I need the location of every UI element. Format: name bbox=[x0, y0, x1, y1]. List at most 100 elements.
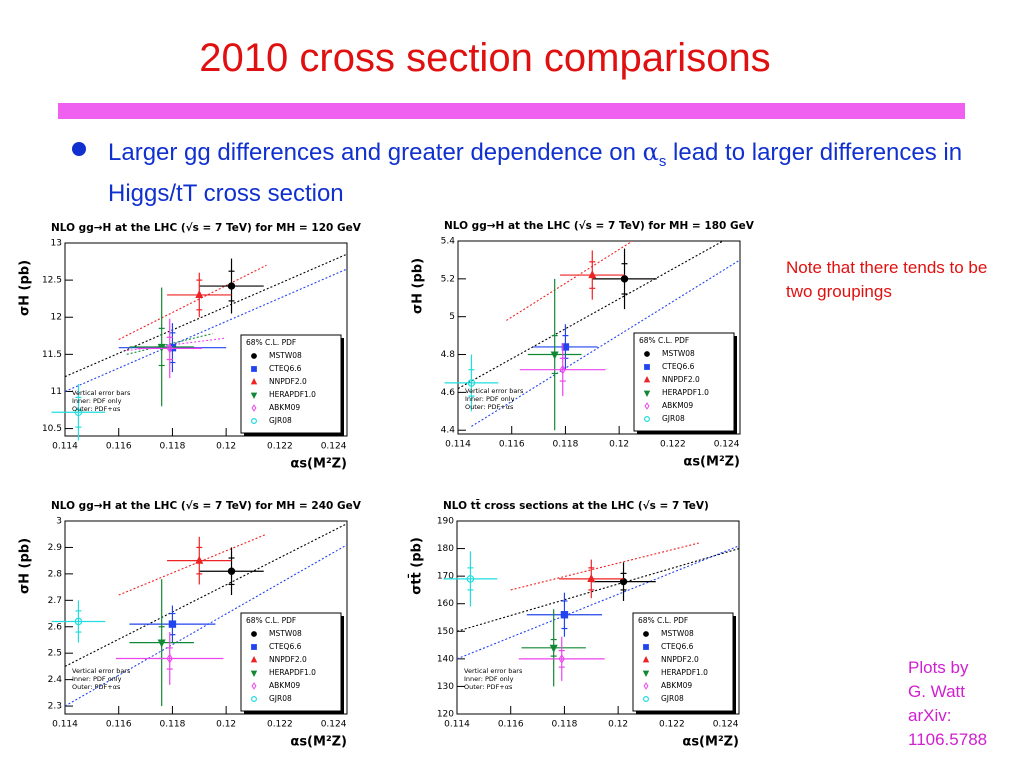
marker bbox=[251, 644, 257, 650]
y-tick-label: 2.3 bbox=[48, 702, 62, 712]
marker bbox=[620, 275, 629, 283]
y-axis-label: σtt̄ (pb) bbox=[408, 537, 424, 595]
fit-curve bbox=[458, 241, 725, 390]
x-tick-label: 0.118 bbox=[553, 440, 579, 450]
marker bbox=[643, 631, 649, 637]
x-tick-label: 0.122 bbox=[267, 720, 293, 730]
chart-title: NLO gg→H at the LHC (√s = 7 TeV) for MH … bbox=[51, 500, 362, 512]
error-bar-inner bbox=[588, 567, 595, 591]
legend-title: 68% C.L. PDF bbox=[246, 616, 296, 625]
x-tick-label: 0.122 bbox=[660, 440, 686, 450]
y-axis-label: σH (pb) bbox=[18, 260, 33, 316]
chart: NLO gg→H at the LHC (√s = 7 TeV) for MH … bbox=[411, 220, 755, 470]
legend-label: NNPDF2.0 bbox=[662, 375, 700, 384]
error-bar-inner bbox=[550, 638, 557, 657]
legend-label: ABKM09 bbox=[662, 401, 693, 410]
marker bbox=[250, 656, 258, 663]
x-tick-label: 0.118 bbox=[552, 720, 578, 730]
chart-title: NLO gg→H at the LHC (√s = 7 TeV) for MH … bbox=[444, 220, 755, 232]
legend-label: GJR08 bbox=[269, 694, 292, 703]
y-tick-label: 2.6 bbox=[48, 622, 63, 632]
marker bbox=[166, 343, 173, 354]
legend-label: HERAPDF1.0 bbox=[269, 390, 316, 399]
error-bar-note: Inner: PDF only bbox=[72, 397, 122, 405]
error-bar-inner bbox=[75, 610, 82, 633]
y-tick-label: 140 bbox=[437, 654, 454, 664]
marker bbox=[643, 416, 650, 423]
error-bar-inner bbox=[559, 357, 566, 382]
fit-curve bbox=[471, 259, 740, 427]
legend-label: ABKM09 bbox=[269, 403, 300, 412]
x-tick-label: 0.118 bbox=[160, 442, 186, 452]
text: arXiv: bbox=[908, 706, 952, 725]
legend bbox=[632, 612, 734, 712]
x-tick-label: 0.114 bbox=[445, 440, 471, 450]
error-bar-inner bbox=[558, 649, 565, 668]
legend-label: MSTW08 bbox=[269, 629, 302, 638]
y-tick-label: 13 bbox=[51, 239, 62, 249]
fit-curve bbox=[510, 542, 699, 591]
marker bbox=[642, 695, 649, 702]
marker bbox=[560, 611, 569, 619]
error-bar-note: Vertical error bars bbox=[465, 387, 524, 395]
marker bbox=[642, 656, 650, 663]
y-tick-label: 2.9 bbox=[48, 543, 63, 553]
y-tick-label: 4.8 bbox=[441, 350, 456, 360]
chart: NLO tt̄ cross sections at the LHC (√s = … bbox=[408, 499, 740, 750]
x-axis-label: αs(M²Z) bbox=[290, 735, 347, 750]
marker bbox=[166, 653, 173, 664]
legend-label: ABKM09 bbox=[269, 681, 300, 690]
error-bar-note: Vertical error bars bbox=[72, 389, 131, 397]
legend-label: HERAPDF1.0 bbox=[661, 668, 708, 677]
error-bar-inner bbox=[169, 332, 176, 364]
legend-label: ABKM09 bbox=[661, 681, 692, 690]
error-bar-inner bbox=[621, 263, 628, 295]
bullet-dot bbox=[72, 142, 86, 156]
legend-label: NNPDF2.0 bbox=[269, 377, 307, 386]
legend-label: CTEQ6.6 bbox=[661, 642, 694, 651]
x-tick-label: 0.124 bbox=[714, 440, 740, 450]
y-tick-label: 2.5 bbox=[48, 649, 62, 659]
marker bbox=[643, 376, 651, 383]
error-bar-note: Outer: PDF+αs bbox=[72, 405, 121, 413]
y-tick-label: 12 bbox=[51, 313, 62, 323]
marker bbox=[549, 644, 558, 653]
marker bbox=[227, 282, 236, 290]
legend bbox=[240, 612, 342, 712]
fit-curve bbox=[118, 264, 267, 340]
x-tick-label: 0.12 bbox=[608, 720, 628, 730]
marker bbox=[227, 567, 236, 575]
fit-curve bbox=[457, 545, 739, 660]
marker bbox=[74, 617, 83, 626]
text: α bbox=[642, 138, 659, 166]
error-bar-inner bbox=[166, 647, 173, 670]
marker bbox=[643, 644, 649, 650]
y-tick-label: 180 bbox=[437, 544, 454, 554]
text: G. Watt bbox=[908, 682, 965, 701]
marker bbox=[251, 366, 257, 372]
error-bar-inner bbox=[196, 279, 203, 311]
error-bar-note: Outer: PDF+αs bbox=[464, 683, 513, 691]
marker bbox=[644, 351, 650, 357]
legend-label: NNPDF2.0 bbox=[269, 655, 307, 664]
y-tick-label: 130 bbox=[437, 682, 454, 692]
marker bbox=[644, 402, 650, 410]
text: lead to larger differences in Higgs/tT c… bbox=[108, 139, 963, 207]
error-bar-inner bbox=[551, 335, 558, 375]
y-tick-label: 5 bbox=[449, 312, 455, 322]
error-bar-inner bbox=[196, 546, 203, 575]
fit-curve bbox=[457, 548, 739, 632]
error-bar-note: Outer: PDF+αs bbox=[72, 683, 121, 691]
error-bar-inner bbox=[561, 600, 568, 630]
marker bbox=[251, 631, 257, 637]
chart-title: NLO gg→H at the LHC (√s = 7 TeV) for MH … bbox=[51, 222, 362, 234]
x-tick-label: 0.124 bbox=[321, 720, 347, 730]
note: Note that there tends to be two grouping… bbox=[786, 258, 988, 301]
fit-curve bbox=[65, 253, 347, 378]
y-tick-label: 2.4 bbox=[48, 675, 63, 685]
marker bbox=[250, 670, 258, 677]
error-bar-note: Inner: PDF only bbox=[72, 675, 122, 683]
x-tick-label: 0.124 bbox=[321, 442, 347, 452]
marker bbox=[643, 682, 649, 690]
text: s bbox=[658, 152, 667, 170]
